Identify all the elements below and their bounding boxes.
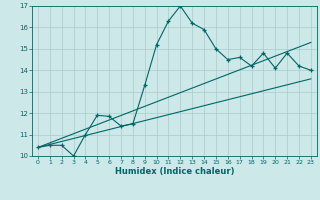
X-axis label: Humidex (Indice chaleur): Humidex (Indice chaleur) — [115, 167, 234, 176]
